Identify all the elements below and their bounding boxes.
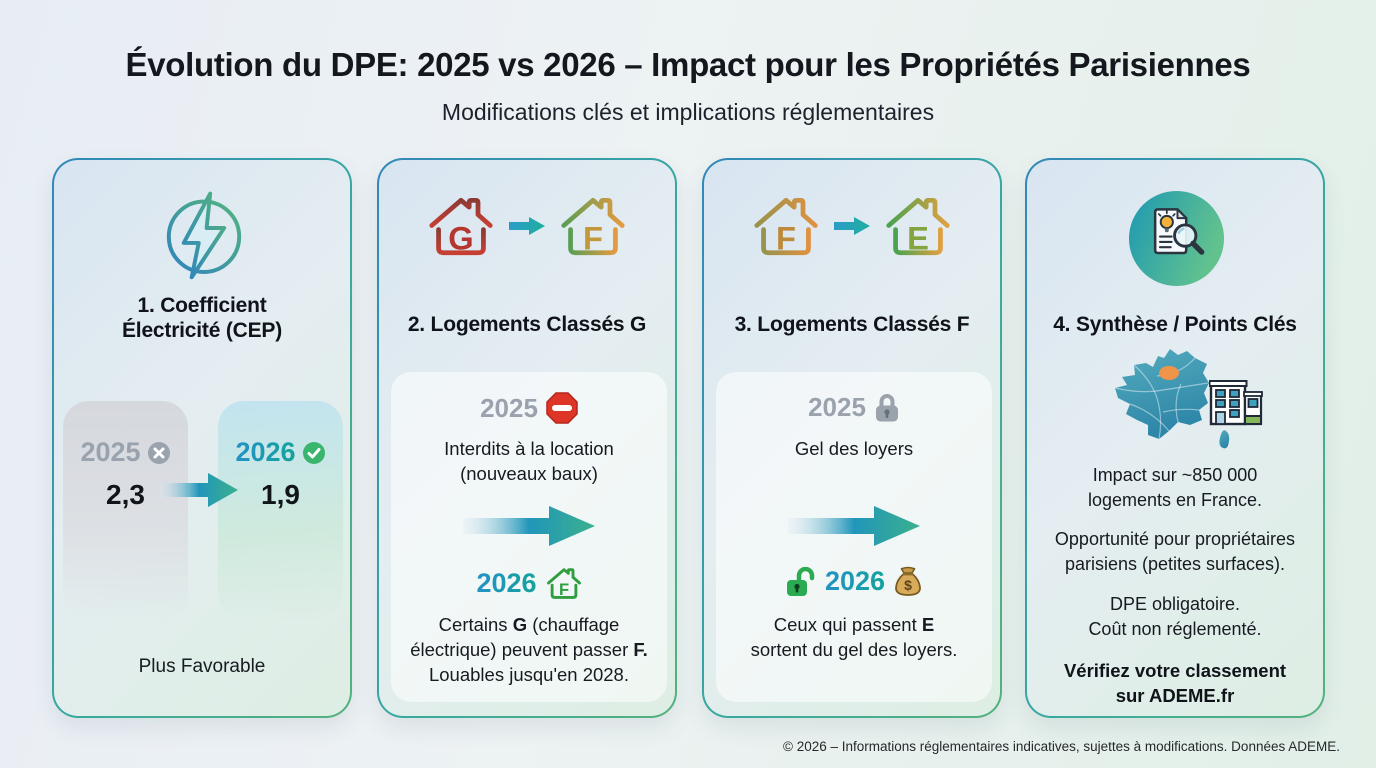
card3-after-bold-e: E (921, 614, 935, 635)
page-subtitle: Modifications clés et implications régle… (441, 99, 935, 125)
card4-body: 4. Synthèse / Points Clés (1027, 160, 1323, 716)
year-2025-label: 2025 (80, 437, 141, 467)
card4-p3-line2: Coût non réglementé. (1088, 619, 1262, 639)
card2-after-seg1: Certains (438, 614, 513, 635)
arrow-right-icon (160, 473, 238, 507)
card4-title: 4. Synthèse / Points Clés (1053, 313, 1297, 336)
card-logements-g: G F 2. Logements Classés G (377, 158, 677, 718)
arrow-right-icon (834, 216, 870, 235)
house-e-icon: E (886, 197, 950, 256)
year-2026-label: 2026 (235, 437, 296, 467)
house-f-to-e-icons: F E (704, 194, 1000, 257)
card4-impact-text: Impact sur ~850 000 logements en France. (1027, 463, 1323, 513)
arrow-right-icon (788, 506, 920, 546)
card2-before-line1: Interdits à la location (444, 438, 614, 459)
house-f-icon: F (561, 197, 625, 256)
card4-p4-line2: sur ADEME.fr (1115, 685, 1235, 706)
card3-title: 3. Logements Classés F (734, 313, 970, 336)
card3-after-text: Ceux qui passent E sortent du gel des lo… (716, 612, 992, 662)
check-circle-icon (302, 441, 325, 464)
money-bag-icon: $ (895, 566, 921, 596)
house-f-icon: F (754, 197, 818, 256)
house-g-to-f-icons: G F (379, 194, 675, 257)
document-magnifier-icon (1128, 190, 1225, 287)
card2-before-line2: (nouveaux baux) (460, 463, 598, 484)
card2-after-seg4: Louables jusqu'en 2028. (428, 664, 629, 685)
france-map-icon (1115, 349, 1230, 449)
card3-before-text: Gel des loyers (716, 436, 992, 461)
card2-body: G F 2. Logements Classés G (379, 160, 675, 716)
card3-before-line1: Gel des loyers (794, 438, 914, 459)
card2-title: 2. Logements Classés G (407, 313, 647, 336)
year-row-2026: 2026 (218, 437, 343, 468)
house-letter-e: E (907, 219, 929, 256)
arrow-right-icon (509, 216, 545, 235)
card3-before-row: 2025 (716, 392, 992, 423)
card2-before-text: Interdits à la location (nouveaux baux) (391, 436, 667, 486)
card2-after-bold-f: F. (633, 639, 648, 660)
card4-dpe-text: DPE obligatoire. Coût non réglementé. (1027, 592, 1323, 642)
card3-after-seg2: sortent du gel des loyers. (750, 639, 958, 660)
card2-after-text: Certains G (chauffage électrique) peuven… (391, 612, 667, 687)
card-synthese: 4. Synthèse / Points Clés (1025, 158, 1325, 718)
house-letter-g: G (448, 219, 473, 256)
card2-detail-box: 2025 Interdits à la location (nouveaux b… (391, 372, 667, 702)
card1-body: 1. Coefficient Électricité (CEP) 2025 2,… (54, 160, 350, 716)
building-icon (1209, 380, 1263, 426)
card1-title-line1: 1. Coefficient (137, 294, 267, 317)
card4-p2-line2: parisiens (petites surfaces). (1064, 554, 1286, 574)
card3-detail-box: 2025 Gel des loyers (716, 372, 992, 702)
card-logements-f: F E 3. Logements Classés F (702, 158, 1002, 718)
svg-text:$: $ (904, 577, 912, 593)
card2-after-row: 2026 F (391, 566, 667, 600)
card2-before-row: 2025 (391, 392, 667, 424)
cep-value-2025: 2,3 (106, 479, 145, 510)
card4-p4-line1: Vérifiez votre classement (1063, 660, 1287, 681)
year-2026-label: 2026 (476, 567, 537, 598)
year-2025-label: 2025 (480, 392, 538, 423)
card4-p2-line1: Opportunité pour propriétaires (1054, 529, 1296, 549)
card2-after-seg3: électrique) peuvent passer (410, 639, 634, 660)
card3-after-seg1: Ceux qui passent (773, 614, 922, 635)
value-box-2026: 2026 1,9 (218, 401, 343, 619)
page-title: Évolution du DPE: 2025 vs 2026 – Impact … (125, 46, 1251, 83)
value-box-2025: 2025 2,3 (63, 401, 188, 619)
card3-body: F E 3. Logements Classés F (704, 160, 1000, 716)
card2-after-bold-g: G (512, 614, 528, 635)
card4-p1-line2: logements en France. (1087, 490, 1263, 510)
lock-closed-icon (875, 394, 898, 422)
card1-title: 1. Coefficient Électricité (CEP) (54, 293, 350, 343)
lock-open-icon (786, 566, 815, 596)
x-circle-icon (147, 441, 170, 464)
card4-p1-line1: Impact sur ~850 000 (1092, 465, 1258, 485)
no-entry-icon (546, 392, 578, 424)
year-2025-label: 2025 (808, 392, 866, 422)
arrow-right-icon (463, 506, 595, 546)
copyright-disclaimer: © 2026 – Informations réglementaires ind… (783, 739, 1340, 754)
card-coefficient-electricite: 1. Coefficient Électricité (CEP) 2025 2,… (52, 158, 352, 718)
house-letter-f: F (583, 219, 603, 256)
card4-opportunity-text: Opportunité pour propriétaires parisiens… (1027, 527, 1323, 577)
badge-letter-f: F (558, 580, 568, 599)
house-letter-f: F (776, 219, 796, 256)
cep-value-2026: 1,9 (261, 479, 300, 510)
year-2026-label: 2026 (824, 566, 886, 596)
card2-after-seg2: (chauffage (527, 614, 620, 635)
card1-caption: Plus Favorable (138, 656, 266, 677)
house-f-badge-icon: F (546, 568, 581, 599)
house-g-icon: G (429, 197, 493, 256)
lightning-circle-icon (166, 191, 242, 280)
card4-cta-text: Vérifiez votre classement sur ADEME.fr (1027, 658, 1323, 708)
card4-p3-line1: DPE obligatoire. (1109, 594, 1241, 614)
card1-title-line2: Électricité (CEP) (122, 319, 282, 342)
card3-after-row: 2026 $ (716, 566, 992, 597)
year-row-2025: 2025 (63, 437, 188, 468)
